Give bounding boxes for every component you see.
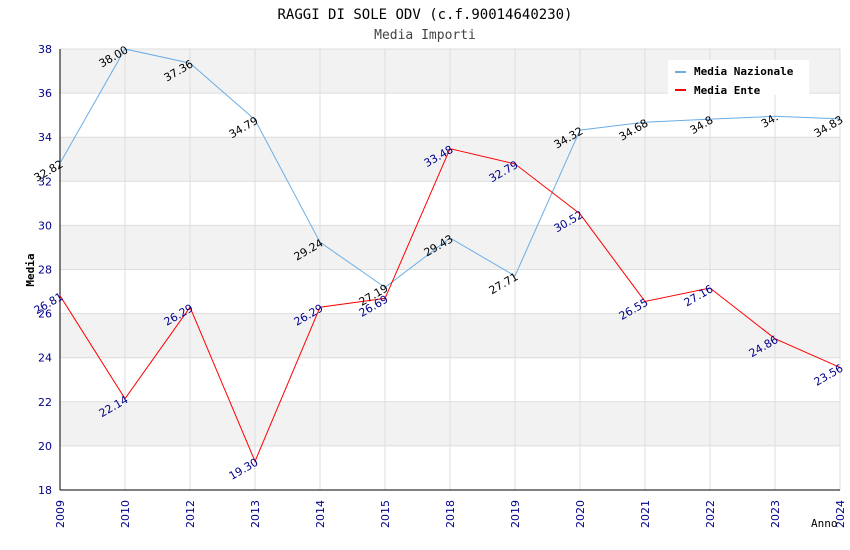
legend-label-media-nazionale: Media Nazionale [694,65,794,78]
x-tick-label-2012: 2012 [184,500,197,528]
y-tick-label-34: 34 [38,131,52,144]
x-tick-label-2022: 2022 [704,500,717,528]
series-line-media-ente [59,148,841,463]
grid-lines [59,48,841,491]
y-axis-label: Media [24,253,37,286]
y-tick-label-18: 18 [38,484,52,497]
chart-title: RAGGI DI SOLE ODV (c.f.90014640230) [277,7,572,23]
y-tick-label-22: 22 [38,396,52,409]
x-axis-label: Anno [811,517,838,530]
y-tick-label-38: 38 [38,43,52,56]
x-tick-label-2019: 2019 [509,500,522,528]
legend-box [668,60,809,95]
x-tick-label-2015: 2015 [379,500,392,528]
y-tick-label-24: 24 [38,352,52,365]
series-line-media-nazionale [59,48,841,289]
y-tick-label-30: 30 [38,219,52,232]
y-tick-labels: 18 20 22 24 26 28 30 32 34 36 38 [38,43,52,497]
x-tick-label-2013: 2013 [249,500,262,528]
x-tick-label-2018: 2018 [444,500,457,528]
axes [59,49,840,491]
x-tick-label-2024: 2024 [834,500,847,528]
x-tick-label-2009: 2009 [54,500,67,528]
x-tick-label-2014: 2014 [314,500,327,528]
y-tick-label-28: 28 [38,264,52,277]
x-tick-labels: 2009 2010 2012 2013 2014 2015 2018 2019 2020 2021… [54,500,847,528]
y-tick-label-32: 32 [38,175,52,188]
x-tick-label-2020: 2020 [574,500,587,528]
legend-label-media-ente: Media Ente [694,84,761,97]
y-tick-label-26: 26 [38,308,52,321]
series-lines [59,48,841,463]
x-tick-label-2010: 2010 [119,500,132,528]
y-tick-label-20: 20 [38,440,52,453]
y-tick-label-36: 36 [38,87,52,100]
x-tick-label-2023: 2023 [769,500,782,528]
legend: Media Nazionale Media Ente [668,60,809,97]
chart-subtitle: Media Importi [374,28,476,43]
x-tick-label-2021: 2021 [639,500,652,528]
